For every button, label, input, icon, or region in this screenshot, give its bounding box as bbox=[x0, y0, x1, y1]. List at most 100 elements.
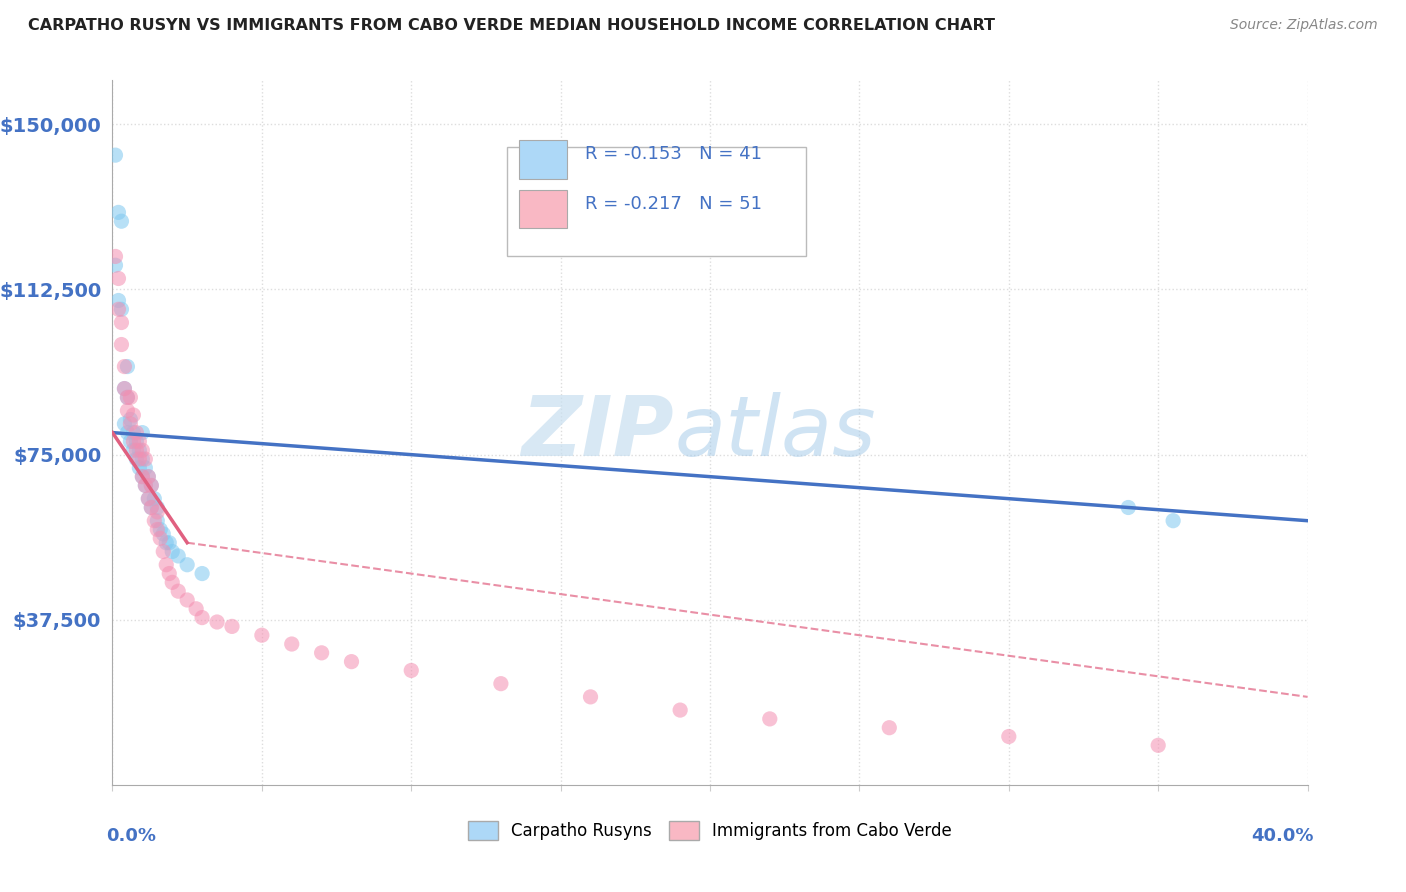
Point bbox=[221, 619, 243, 633]
Point bbox=[489, 676, 512, 690]
Point bbox=[110, 214, 132, 228]
Point bbox=[107, 293, 129, 308]
Text: atlas: atlas bbox=[675, 392, 876, 473]
Point bbox=[141, 500, 163, 515]
Point bbox=[191, 566, 214, 581]
Point bbox=[879, 721, 901, 735]
Point bbox=[162, 575, 183, 590]
Point bbox=[114, 382, 135, 396]
FancyBboxPatch shape bbox=[519, 140, 567, 179]
Point bbox=[186, 601, 208, 615]
Point bbox=[114, 417, 135, 431]
Point bbox=[162, 544, 183, 558]
Point bbox=[205, 615, 228, 629]
Point bbox=[120, 434, 142, 449]
Point bbox=[176, 558, 198, 572]
Point bbox=[146, 500, 169, 515]
Point bbox=[128, 443, 150, 458]
Point bbox=[155, 535, 177, 549]
Point bbox=[998, 730, 1021, 744]
Point bbox=[167, 584, 190, 599]
Point bbox=[134, 452, 156, 467]
Point bbox=[579, 690, 602, 704]
Point bbox=[120, 391, 142, 405]
Point bbox=[117, 391, 139, 405]
Point bbox=[125, 443, 148, 458]
Point bbox=[149, 532, 172, 546]
Point bbox=[191, 610, 214, 624]
Point bbox=[107, 205, 129, 219]
Point bbox=[128, 452, 150, 467]
Point bbox=[149, 523, 172, 537]
FancyBboxPatch shape bbox=[508, 147, 806, 257]
Point bbox=[128, 434, 150, 449]
Point bbox=[131, 469, 153, 483]
Point bbox=[141, 478, 163, 492]
Point bbox=[134, 461, 156, 475]
Point bbox=[138, 469, 160, 483]
Point bbox=[1147, 739, 1170, 753]
Point bbox=[155, 558, 177, 572]
Point bbox=[281, 637, 304, 651]
Point bbox=[117, 403, 139, 417]
Point bbox=[138, 491, 160, 506]
Point bbox=[250, 628, 273, 642]
Point bbox=[125, 452, 148, 467]
Point bbox=[122, 443, 145, 458]
Point bbox=[152, 527, 174, 541]
Point bbox=[125, 425, 148, 440]
Point bbox=[125, 434, 148, 449]
Text: R = -0.217   N = 51: R = -0.217 N = 51 bbox=[585, 194, 762, 212]
Point bbox=[138, 469, 160, 483]
Point bbox=[401, 664, 423, 678]
Point bbox=[131, 452, 153, 467]
Point bbox=[120, 417, 142, 431]
Point bbox=[122, 425, 145, 440]
Point bbox=[114, 359, 135, 374]
Point bbox=[146, 523, 169, 537]
Legend: Carpatho Rusyns, Immigrants from Cabo Verde: Carpatho Rusyns, Immigrants from Cabo Ve… bbox=[461, 814, 959, 847]
Point bbox=[114, 382, 135, 396]
Text: ZIP: ZIP bbox=[522, 392, 675, 473]
Point bbox=[157, 535, 180, 549]
Point bbox=[120, 412, 142, 426]
Point bbox=[1161, 514, 1184, 528]
Point bbox=[311, 646, 333, 660]
Point bbox=[167, 549, 190, 563]
Point bbox=[1118, 500, 1140, 515]
Point bbox=[340, 655, 363, 669]
Point bbox=[131, 425, 153, 440]
Point bbox=[110, 337, 132, 351]
Point bbox=[669, 703, 692, 717]
Point bbox=[117, 391, 139, 405]
Point bbox=[122, 408, 145, 422]
Point bbox=[104, 258, 127, 272]
Text: Source: ZipAtlas.com: Source: ZipAtlas.com bbox=[1230, 18, 1378, 32]
Point bbox=[138, 491, 160, 506]
Point bbox=[141, 500, 163, 515]
FancyBboxPatch shape bbox=[519, 189, 567, 228]
Text: R = -0.153   N = 41: R = -0.153 N = 41 bbox=[585, 145, 762, 163]
Point bbox=[146, 505, 169, 519]
Point bbox=[759, 712, 782, 726]
Text: 0.0%: 0.0% bbox=[107, 827, 156, 846]
Point bbox=[134, 478, 156, 492]
Point bbox=[157, 566, 180, 581]
Point bbox=[146, 514, 169, 528]
Text: CARPATHO RUSYN VS IMMIGRANTS FROM CABO VERDE MEDIAN HOUSEHOLD INCOME CORRELATION: CARPATHO RUSYN VS IMMIGRANTS FROM CABO V… bbox=[28, 18, 995, 33]
Point bbox=[104, 250, 127, 264]
Point bbox=[143, 491, 166, 506]
Text: 40.0%: 40.0% bbox=[1251, 827, 1313, 846]
Point bbox=[110, 302, 132, 317]
Point bbox=[143, 514, 166, 528]
Point bbox=[131, 469, 153, 483]
Point bbox=[152, 544, 174, 558]
Point bbox=[131, 443, 153, 458]
Point bbox=[134, 478, 156, 492]
Point bbox=[107, 302, 129, 317]
Point bbox=[107, 271, 129, 285]
Point bbox=[122, 434, 145, 449]
Point bbox=[117, 425, 139, 440]
Point bbox=[128, 461, 150, 475]
Point bbox=[104, 148, 127, 162]
